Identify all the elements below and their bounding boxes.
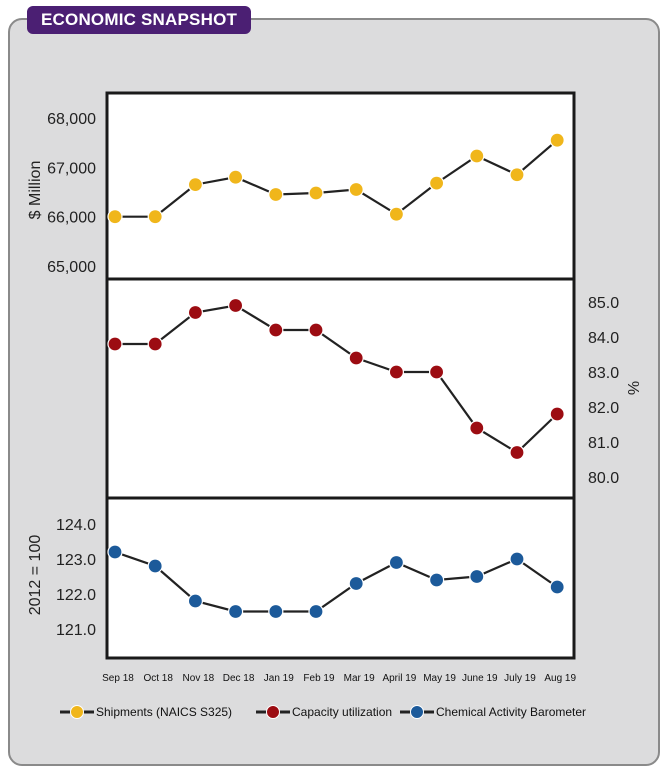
barometer-point	[107, 544, 123, 560]
capacity-point	[187, 304, 203, 321]
capacity-ytick: 81.0	[588, 435, 619, 452]
x-tick-label: Oct 18	[143, 673, 173, 684]
capacity-point	[348, 350, 364, 366]
capacity-point	[429, 364, 445, 380]
capacity-ytick: 80.0	[588, 470, 619, 487]
barometer-ytick: 123.0	[56, 552, 96, 569]
shipments-point	[549, 132, 565, 148]
legend-marker	[410, 705, 424, 719]
barometer-ytick: 121.0	[56, 622, 96, 639]
capacity-point	[308, 322, 324, 338]
barometer-point	[388, 554, 404, 571]
capacity-point	[107, 336, 123, 352]
shipments-ytick: 68,000	[47, 111, 96, 128]
barometer-point	[429, 572, 445, 588]
barometer-ytick: 122.0	[56, 587, 96, 604]
barometer-ytick: 124.0	[56, 517, 96, 534]
x-tick-label: Jan 19	[264, 673, 294, 684]
barometer-point	[268, 603, 284, 620]
shipments-point	[348, 181, 364, 198]
shipments-point	[107, 209, 123, 225]
x-tick-label: July 19	[504, 673, 536, 684]
barometer-plot-area	[105, 496, 576, 660]
capacity-point	[469, 420, 485, 436]
x-tick-label: Nov 18	[183, 673, 215, 684]
capacity-point	[147, 336, 163, 352]
barometer-point	[549, 579, 565, 595]
shipments-ytick: 66,000	[47, 210, 96, 227]
capacity-series-line	[115, 304, 558, 454]
capacity-ytick: 84.0	[588, 330, 619, 347]
shipments-plot-area	[105, 91, 576, 281]
x-tick-label: Mar 19	[344, 673, 376, 684]
shipments-point	[268, 186, 284, 203]
x-tick-label: April 19	[382, 673, 416, 684]
capacity-ytick: 83.0	[588, 365, 619, 382]
legend-label: Capacity utilization	[292, 705, 392, 719]
barometer-point	[469, 568, 485, 585]
legend-marker	[266, 705, 280, 719]
capacity-point	[509, 444, 525, 461]
capacity-point	[388, 364, 404, 380]
capacity-point	[268, 322, 284, 338]
x-tick-label: Sep 18	[102, 673, 134, 684]
barometer-point	[509, 551, 525, 567]
barometer-point	[228, 603, 244, 620]
barometer-point	[147, 558, 163, 574]
shipments-point	[509, 167, 525, 183]
x-tick-label: Aug 19	[544, 673, 576, 684]
shipments-point	[147, 209, 163, 225]
capacity-ytick: 85.0	[588, 295, 619, 312]
capacity-ytick: 82.0	[588, 400, 619, 417]
barometer-point	[348, 575, 364, 592]
shipments-point	[308, 185, 324, 201]
barometer-point	[308, 603, 324, 620]
x-tick-label: Feb 19	[303, 673, 335, 684]
shipments-point	[469, 148, 485, 164]
barometer-axis-label: 2012 = 100	[27, 535, 44, 616]
x-tick-label: June 19	[462, 673, 498, 684]
legend-label: Shipments (NAICS S325)	[96, 705, 232, 719]
shipments-point	[187, 177, 203, 193]
shipments-point	[429, 175, 445, 191]
x-tick-label: Dec 18	[223, 673, 255, 684]
page-title: ECONOMIC SNAPSHOT	[27, 6, 252, 34]
capacity-axis-label: %	[624, 381, 641, 395]
capacity-plot-area	[105, 277, 576, 500]
x-tick-label: May 19	[423, 673, 456, 684]
shipments-ytick: 67,000	[47, 160, 96, 177]
shipments-axis-label: $ Million	[27, 161, 44, 220]
legend-label: Chemical Activity Barometer	[436, 705, 586, 719]
shipments-point	[388, 206, 404, 222]
shipments-ytick: 65,000	[47, 259, 96, 276]
barometer-point	[187, 593, 203, 609]
legend-marker	[70, 705, 84, 719]
capacity-point	[549, 406, 565, 422]
shipments-point	[228, 169, 244, 185]
capacity-point	[228, 297, 244, 314]
